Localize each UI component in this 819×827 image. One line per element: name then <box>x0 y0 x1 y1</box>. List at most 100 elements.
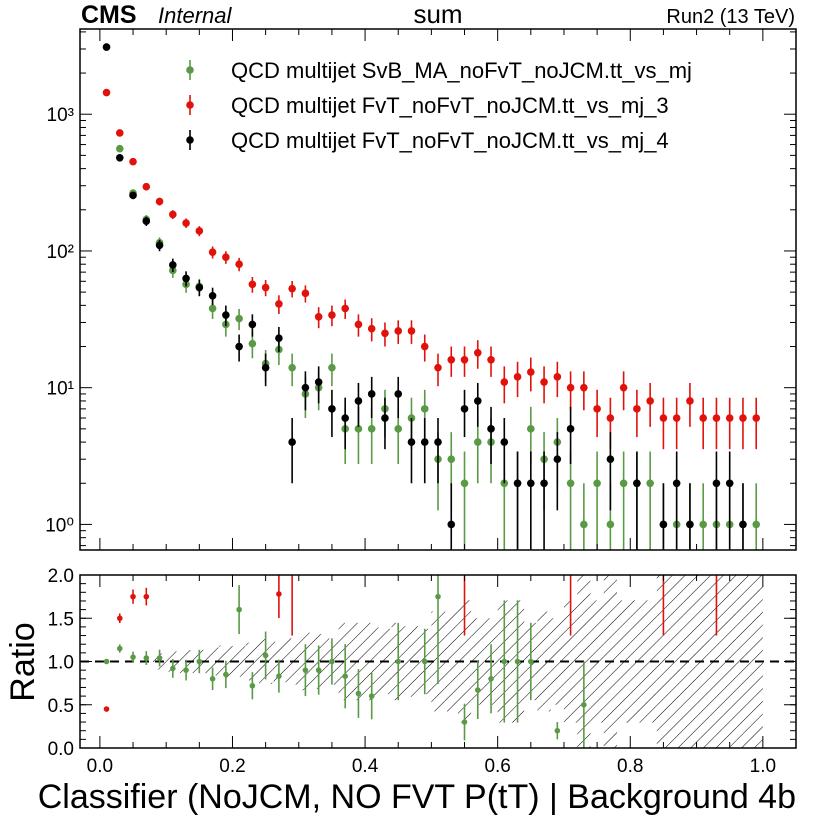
ratio-point <box>501 658 508 665</box>
uncertainty-band <box>670 575 684 748</box>
series-0 <box>102 43 761 550</box>
ratio-point <box>329 658 335 665</box>
uncertainty-band <box>444 611 458 712</box>
data-point <box>102 43 111 51</box>
data-point <box>712 414 721 422</box>
data-point <box>487 355 495 364</box>
data-point <box>169 210 177 219</box>
data-point <box>367 324 376 333</box>
data-point <box>527 368 535 376</box>
main-y-tick-label: 10³ <box>47 105 74 126</box>
data-point <box>367 425 376 433</box>
data-point <box>527 425 535 433</box>
data-point <box>580 520 588 529</box>
ratio-y-tick-label: 1.0 <box>48 653 74 674</box>
ratio-point <box>302 667 309 673</box>
data-point <box>619 383 628 392</box>
data-point <box>447 520 456 529</box>
legend-label: QCD multijet SvB_MA_noFvT_noJCM.tt_vs_mj <box>231 58 692 83</box>
data-point <box>606 414 615 422</box>
ratio-point <box>421 658 428 665</box>
cms-label: CMS <box>81 1 137 29</box>
data-point <box>208 248 217 256</box>
data-point <box>553 455 562 463</box>
data-point <box>381 414 389 422</box>
uncertainty-band <box>683 575 697 748</box>
uncertainty-band <box>232 646 246 677</box>
legend-item: QCD multijet SvB_MA_noFvT_noJCM.tt_vs_mj <box>186 58 692 83</box>
data-point <box>235 314 243 323</box>
data-point <box>261 283 270 292</box>
data-point <box>129 191 137 200</box>
data-point <box>169 261 177 269</box>
ratio-point <box>156 655 163 661</box>
data-point <box>659 520 668 529</box>
data-point <box>420 342 429 351</box>
uncertainty-band <box>457 600 472 723</box>
data-point <box>619 479 628 488</box>
ratio-point <box>236 606 242 613</box>
x-tick-label: 0.4 <box>352 756 379 777</box>
data-point <box>222 311 230 319</box>
data-point <box>155 241 164 250</box>
data-point <box>394 327 403 335</box>
ratio-axis-label: Ratio <box>4 622 42 701</box>
ratio-point <box>368 693 375 699</box>
data-point <box>314 312 323 321</box>
data-point <box>102 88 111 97</box>
data-point <box>420 405 429 413</box>
ratio-point <box>249 682 256 689</box>
data-point <box>473 438 482 446</box>
data-point <box>566 479 575 488</box>
data-point <box>208 291 217 300</box>
data-point <box>739 414 747 422</box>
data-point <box>553 373 562 381</box>
data-point <box>540 378 548 386</box>
data-point <box>752 414 761 422</box>
ratio-series-0 <box>103 575 587 748</box>
data-point <box>142 217 151 226</box>
data-point <box>752 520 761 529</box>
data-point <box>235 342 243 351</box>
ratio-point <box>103 658 110 665</box>
data-point <box>142 182 151 191</box>
ratio-point <box>209 676 216 682</box>
series-2 <box>102 43 747 550</box>
x-tick-label: 0.8 <box>617 756 643 777</box>
ratio-point <box>342 673 348 680</box>
data-point <box>275 300 283 308</box>
ratio-point <box>103 706 110 712</box>
data-point <box>222 253 230 262</box>
data-point <box>115 144 124 153</box>
ratio-point <box>223 671 229 678</box>
data-point <box>314 378 323 386</box>
data-point <box>500 438 509 446</box>
run-label: Run2 (13 TeV) <box>666 6 795 28</box>
ratio-point <box>355 690 362 697</box>
ratio-point <box>315 667 322 673</box>
x-tick-label: 0.2 <box>219 756 245 777</box>
ratio-point <box>262 652 269 659</box>
data-point <box>420 438 429 446</box>
uncertainty-band <box>205 647 220 676</box>
data-point <box>354 397 363 405</box>
data-point <box>686 520 694 529</box>
data-point <box>341 304 349 313</box>
ratio-point <box>488 676 494 682</box>
plot-title: sum <box>413 0 462 29</box>
ratio-point <box>116 615 123 622</box>
legend-marker <box>186 136 194 144</box>
uncertainty-band <box>656 575 671 748</box>
data-point <box>473 348 482 357</box>
data-point <box>460 479 469 488</box>
ratio-point <box>474 687 481 693</box>
data-point <box>248 320 257 329</box>
internal-label: Internal <box>158 3 232 28</box>
ratio-y-tick-label: 2.0 <box>48 566 74 587</box>
x-tick-label: 0.0 <box>87 756 113 777</box>
series-1 <box>102 88 761 450</box>
data-point <box>606 455 615 463</box>
data-point <box>725 479 734 488</box>
ratio-point <box>514 658 521 665</box>
data-point <box>527 479 535 488</box>
